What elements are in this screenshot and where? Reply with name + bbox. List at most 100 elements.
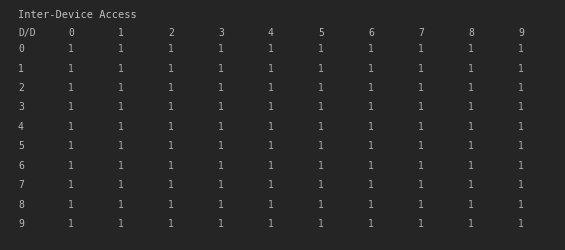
Text: 1: 1 <box>168 83 174 93</box>
Text: 5: 5 <box>18 141 24 151</box>
Text: 1: 1 <box>318 141 324 151</box>
Text: 1: 1 <box>118 122 124 132</box>
Text: 1: 1 <box>218 102 224 112</box>
Text: 8: 8 <box>18 199 24 209</box>
Text: 1: 1 <box>368 44 374 54</box>
Text: 1: 1 <box>68 219 74 228</box>
Text: 1: 1 <box>118 63 124 73</box>
Text: 1: 1 <box>418 44 424 54</box>
Text: 1: 1 <box>168 199 174 209</box>
Text: 2: 2 <box>18 83 24 93</box>
Text: 1: 1 <box>218 122 224 132</box>
Text: 1: 1 <box>418 141 424 151</box>
Text: 6: 6 <box>18 160 24 170</box>
Text: 1: 1 <box>218 141 224 151</box>
Text: 1: 1 <box>518 63 524 73</box>
Text: 1: 1 <box>468 160 474 170</box>
Text: 1: 1 <box>468 219 474 228</box>
Text: 1: 1 <box>418 180 424 190</box>
Text: 1: 1 <box>218 44 224 54</box>
Text: 1: 1 <box>268 102 274 112</box>
Text: 1: 1 <box>218 160 224 170</box>
Text: 1: 1 <box>218 199 224 209</box>
Text: 1: 1 <box>268 63 274 73</box>
Text: 2: 2 <box>168 28 174 38</box>
Text: 1: 1 <box>368 199 374 209</box>
Text: 1: 1 <box>268 122 274 132</box>
Text: 1: 1 <box>118 141 124 151</box>
Text: 1: 1 <box>268 160 274 170</box>
Text: 1: 1 <box>418 122 424 132</box>
Text: 1: 1 <box>518 44 524 54</box>
Text: 1: 1 <box>218 83 224 93</box>
Text: 1: 1 <box>318 219 324 228</box>
Text: 1: 1 <box>418 63 424 73</box>
Text: 1: 1 <box>168 102 174 112</box>
Text: 1: 1 <box>518 141 524 151</box>
Text: 1: 1 <box>518 102 524 112</box>
Text: 1: 1 <box>468 122 474 132</box>
Text: 1: 1 <box>118 199 124 209</box>
Text: 1: 1 <box>68 199 74 209</box>
Text: 1: 1 <box>418 83 424 93</box>
Text: 1: 1 <box>168 219 174 228</box>
Text: 1: 1 <box>218 219 224 228</box>
Text: 8: 8 <box>468 28 474 38</box>
Text: 1: 1 <box>68 44 74 54</box>
Text: 1: 1 <box>468 102 474 112</box>
Text: 1: 1 <box>318 83 324 93</box>
Text: 1: 1 <box>318 180 324 190</box>
Text: 1: 1 <box>268 141 274 151</box>
Text: 1: 1 <box>318 122 324 132</box>
Text: 1: 1 <box>318 199 324 209</box>
Text: 1: 1 <box>418 219 424 228</box>
Text: D/D: D/D <box>18 28 36 38</box>
Text: 1: 1 <box>518 83 524 93</box>
Text: 9: 9 <box>18 219 24 228</box>
Text: 1: 1 <box>118 219 124 228</box>
Text: 1: 1 <box>318 160 324 170</box>
Text: 1: 1 <box>268 199 274 209</box>
Text: 1: 1 <box>468 199 474 209</box>
Text: 1: 1 <box>168 122 174 132</box>
Text: 1: 1 <box>218 180 224 190</box>
Text: 1: 1 <box>168 160 174 170</box>
Text: 1: 1 <box>218 63 224 73</box>
Text: 1: 1 <box>268 219 274 228</box>
Text: 1: 1 <box>418 160 424 170</box>
Text: 7: 7 <box>18 180 24 190</box>
Text: 1: 1 <box>368 160 374 170</box>
Text: 1: 1 <box>168 180 174 190</box>
Text: 1: 1 <box>468 44 474 54</box>
Text: 1: 1 <box>118 44 124 54</box>
Text: Inter-Device Access: Inter-Device Access <box>18 10 137 20</box>
Text: 6: 6 <box>368 28 374 38</box>
Text: 1: 1 <box>318 44 324 54</box>
Text: 1: 1 <box>68 141 74 151</box>
Text: 7: 7 <box>418 28 424 38</box>
Text: 1: 1 <box>118 102 124 112</box>
Text: 1: 1 <box>68 160 74 170</box>
Text: 1: 1 <box>368 83 374 93</box>
Text: 1: 1 <box>518 219 524 228</box>
Text: 1: 1 <box>368 122 374 132</box>
Text: 1: 1 <box>68 63 74 73</box>
Text: 1: 1 <box>468 141 474 151</box>
Text: 1: 1 <box>418 199 424 209</box>
Text: 1: 1 <box>368 180 374 190</box>
Text: 1: 1 <box>368 219 374 228</box>
Text: 0: 0 <box>18 44 24 54</box>
Text: 1: 1 <box>18 63 24 73</box>
Text: 1: 1 <box>268 180 274 190</box>
Text: 1: 1 <box>468 63 474 73</box>
Text: 5: 5 <box>318 28 324 38</box>
Text: 1: 1 <box>68 102 74 112</box>
Text: 1: 1 <box>368 63 374 73</box>
Text: 1: 1 <box>118 180 124 190</box>
Text: 1: 1 <box>318 63 324 73</box>
Text: 9: 9 <box>518 28 524 38</box>
Text: 1: 1 <box>118 83 124 93</box>
Text: 1: 1 <box>468 83 474 93</box>
Text: 1: 1 <box>468 180 474 190</box>
Text: 3: 3 <box>218 28 224 38</box>
